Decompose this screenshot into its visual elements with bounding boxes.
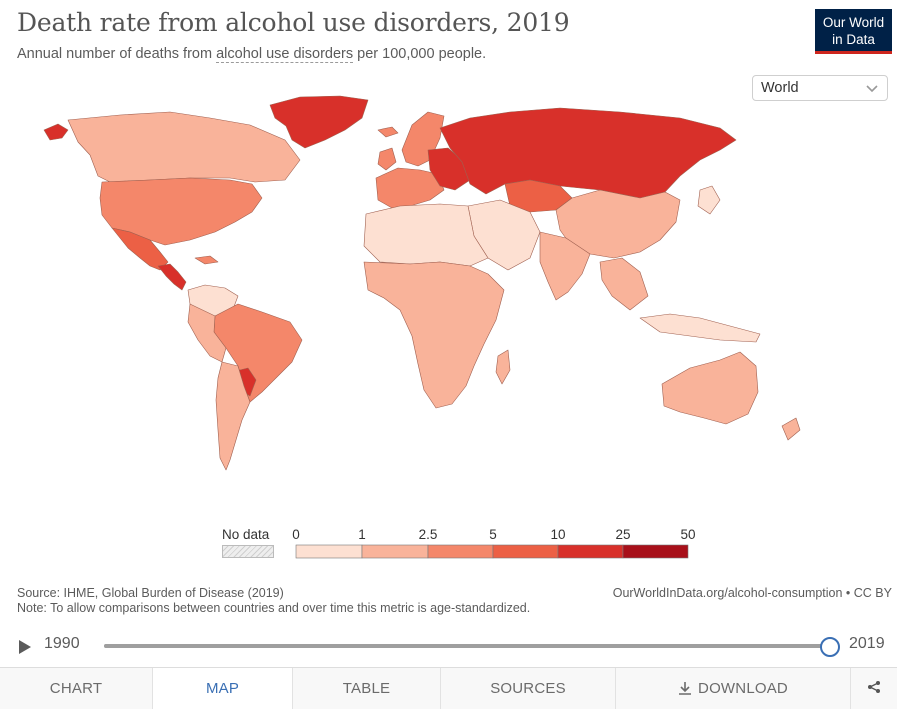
timeline-handle[interactable] bbox=[820, 637, 840, 657]
tab-bar: CHART MAP TABLE SOURCES DOWNLOAD bbox=[0, 667, 897, 709]
tab-table-label: TABLE bbox=[342, 680, 391, 697]
owid-logo[interactable]: Our World in Data bbox=[815, 9, 892, 54]
owid-url[interactable]: OurWorldInData.org/alcohol-consumption •… bbox=[612, 586, 892, 600]
country-iceland[interactable] bbox=[377, 126, 399, 138]
legend-tick-label: 2.5 bbox=[419, 527, 438, 542]
logo-line-2: in Data bbox=[832, 32, 875, 47]
country-western-europe[interactable] bbox=[375, 167, 445, 209]
legend-tick-label: 0 bbox=[292, 527, 300, 542]
timeline-end-year[interactable]: 2019 bbox=[849, 635, 885, 652]
sources-block: Source: IHME, Global Burden of Disease (… bbox=[17, 586, 530, 616]
country-central-america[interactable] bbox=[157, 263, 187, 291]
legend-no-data-label: No data bbox=[222, 527, 270, 542]
country-se-asia[interactable] bbox=[599, 257, 649, 311]
note-text: Note: To allow comparisons between count… bbox=[17, 601, 531, 615]
chart-title: Death rate from alcohol use disorders, 2… bbox=[17, 8, 570, 37]
country-greenland[interactable] bbox=[269, 95, 369, 149]
country-indonesia[interactable] bbox=[639, 313, 761, 343]
legend-color-scale: 0 1 2.5 5 10 25 50 bbox=[292, 527, 696, 559]
chevron-down-icon bbox=[865, 79, 879, 101]
legend-tick-label: 10 bbox=[550, 527, 565, 542]
tab-map[interactable]: MAP bbox=[153, 668, 293, 709]
legend-bin-2[interactable] bbox=[361, 544, 429, 559]
legend-tick-label: 5 bbox=[489, 527, 497, 542]
logo-line-1: Our World bbox=[822, 15, 885, 30]
timeline-start-year[interactable]: 1990 bbox=[44, 635, 80, 652]
share-icon bbox=[867, 681, 881, 698]
source-text: Source: IHME, Global Burden of Disease (… bbox=[17, 586, 284, 600]
tab-chart-label: CHART bbox=[49, 680, 103, 697]
legend-no-data-swatch bbox=[222, 545, 274, 558]
download-icon bbox=[678, 681, 692, 699]
tab-download-label: DOWNLOAD bbox=[698, 680, 788, 697]
timeline-track[interactable] bbox=[104, 637, 840, 657]
region-select-value: World bbox=[761, 80, 799, 96]
tab-sources-label: SOURCES bbox=[490, 680, 566, 697]
country-mexico[interactable] bbox=[111, 227, 169, 271]
legend-bin-1[interactable] bbox=[295, 544, 363, 559]
country-canada[interactable] bbox=[67, 111, 301, 183]
country-new-zealand[interactable] bbox=[781, 417, 801, 441]
country-alaska[interactable] bbox=[43, 123, 69, 141]
alcohol-use-disorders-link[interactable]: alcohol use disorders bbox=[216, 46, 354, 63]
subtitle-prefix: Annual number of deaths from bbox=[17, 46, 217, 62]
legend-tick-label: 1 bbox=[358, 527, 366, 542]
country-scandinavia[interactable] bbox=[401, 111, 445, 167]
country-argentina[interactable] bbox=[215, 361, 251, 471]
tab-table[interactable]: TABLE bbox=[293, 668, 441, 709]
country-north-africa[interactable] bbox=[363, 203, 489, 267]
country-madagascar[interactable] bbox=[495, 349, 511, 385]
country-australia[interactable] bbox=[661, 351, 759, 425]
tab-download[interactable]: DOWNLOAD bbox=[616, 668, 851, 709]
legend-tick-label: 25 bbox=[615, 527, 630, 542]
tab-sources[interactable]: SOURCES bbox=[441, 668, 616, 709]
play-icon[interactable] bbox=[18, 639, 32, 660]
country-brazil[interactable] bbox=[213, 303, 303, 403]
legend-bin-3[interactable] bbox=[427, 544, 494, 559]
timeline: 1990 2019 bbox=[0, 632, 897, 660]
country-uk[interactable] bbox=[377, 147, 397, 171]
country-subsaharan-africa[interactable] bbox=[363, 261, 505, 409]
world-map bbox=[43, 95, 801, 471]
country-usa[interactable] bbox=[99, 177, 263, 246]
tab-chart[interactable]: CHART bbox=[0, 668, 153, 709]
legend-bin-4[interactable] bbox=[492, 544, 559, 559]
country-japan[interactable] bbox=[697, 185, 721, 215]
country-caribbean[interactable] bbox=[194, 255, 219, 265]
tab-map-label: MAP bbox=[205, 680, 240, 697]
chart-subtitle: Annual number of deaths from alcohol use… bbox=[17, 46, 487, 63]
region-select[interactable]: World bbox=[752, 75, 888, 101]
legend-bin-6[interactable] bbox=[622, 544, 689, 559]
share-button[interactable] bbox=[851, 668, 897, 709]
subtitle-suffix: per 100,000 people. bbox=[353, 46, 487, 62]
legend-tick-label: 50 bbox=[680, 527, 695, 542]
country-russia[interactable] bbox=[439, 107, 737, 199]
legend-bin-5[interactable] bbox=[557, 544, 624, 559]
timeline-fill bbox=[104, 644, 829, 648]
country-india[interactable] bbox=[539, 231, 591, 301]
